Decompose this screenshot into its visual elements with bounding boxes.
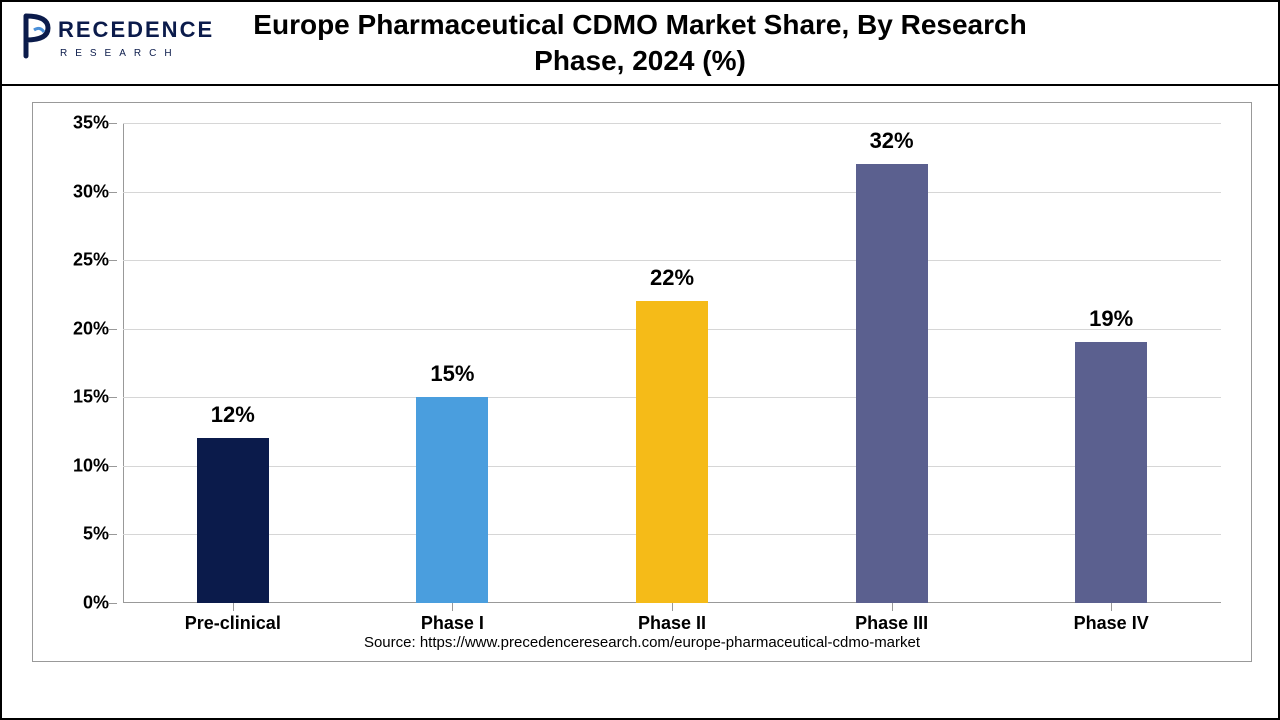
bar-value-label: 15% xyxy=(430,361,474,387)
y-tick xyxy=(109,329,117,330)
y-tick xyxy=(109,466,117,467)
x-tick xyxy=(892,603,893,611)
y-tick xyxy=(109,534,117,535)
bar xyxy=(197,438,269,603)
x-axis-label: Phase IV xyxy=(1074,613,1149,634)
bar xyxy=(856,164,928,603)
y-axis-label: 35% xyxy=(73,113,109,134)
y-axis-label: 5% xyxy=(83,524,109,545)
x-tick xyxy=(233,603,234,611)
plot-area: 0%5%10%15%20%25%30%35%12%Pre-clinical15%… xyxy=(123,123,1221,603)
gridline xyxy=(123,260,1221,261)
x-tick xyxy=(1111,603,1112,611)
chart-container: 0% 5% 10% 15% 20% 25% 30% 35% 12% Pre-clinical 15%… xyxy=(32,102,1252,662)
x-axis-label: Pre-clinical xyxy=(185,613,281,634)
bar xyxy=(636,301,708,603)
y-axis xyxy=(123,123,124,603)
logo-brand-text: RECEDENCE xyxy=(58,17,214,43)
y-axis-label: 0% xyxy=(83,593,109,614)
gridline xyxy=(123,123,1221,124)
y-axis-label: 15% xyxy=(73,387,109,408)
y-tick xyxy=(109,603,117,604)
x-axis-label: Phase III xyxy=(855,613,928,634)
y-axis-label: 20% xyxy=(73,318,109,339)
source-text: Source: https://www.precedenceresearch.c… xyxy=(33,634,1251,651)
y-tick xyxy=(109,123,117,124)
brand-logo: RECEDENCE RESEARCH xyxy=(20,12,214,48)
y-tick xyxy=(109,260,117,261)
x-axis-label: Phase I xyxy=(421,613,484,634)
bar-value-label: 12% xyxy=(211,402,255,428)
y-axis-label: 30% xyxy=(73,181,109,202)
logo-sub-text: RESEARCH xyxy=(60,48,180,59)
y-axis-label: 25% xyxy=(73,250,109,271)
bar xyxy=(1075,342,1147,603)
chart-frame: RECEDENCE RESEARCH Europe Pharmaceutical… xyxy=(0,0,1280,720)
x-tick xyxy=(672,603,673,611)
bar xyxy=(416,397,488,603)
y-axis-label: 10% xyxy=(73,455,109,476)
bar-value-label: 32% xyxy=(870,128,914,154)
y-tick xyxy=(109,397,117,398)
x-axis-label: Phase II xyxy=(638,613,706,634)
logo-icon xyxy=(20,12,56,48)
x-tick xyxy=(452,603,453,611)
gridline xyxy=(123,192,1221,193)
bar-value-label: 22% xyxy=(650,265,694,291)
bar-value-label: 19% xyxy=(1089,306,1133,332)
header: RECEDENCE RESEARCH Europe Pharmaceutical… xyxy=(2,2,1278,86)
y-tick xyxy=(109,192,117,193)
